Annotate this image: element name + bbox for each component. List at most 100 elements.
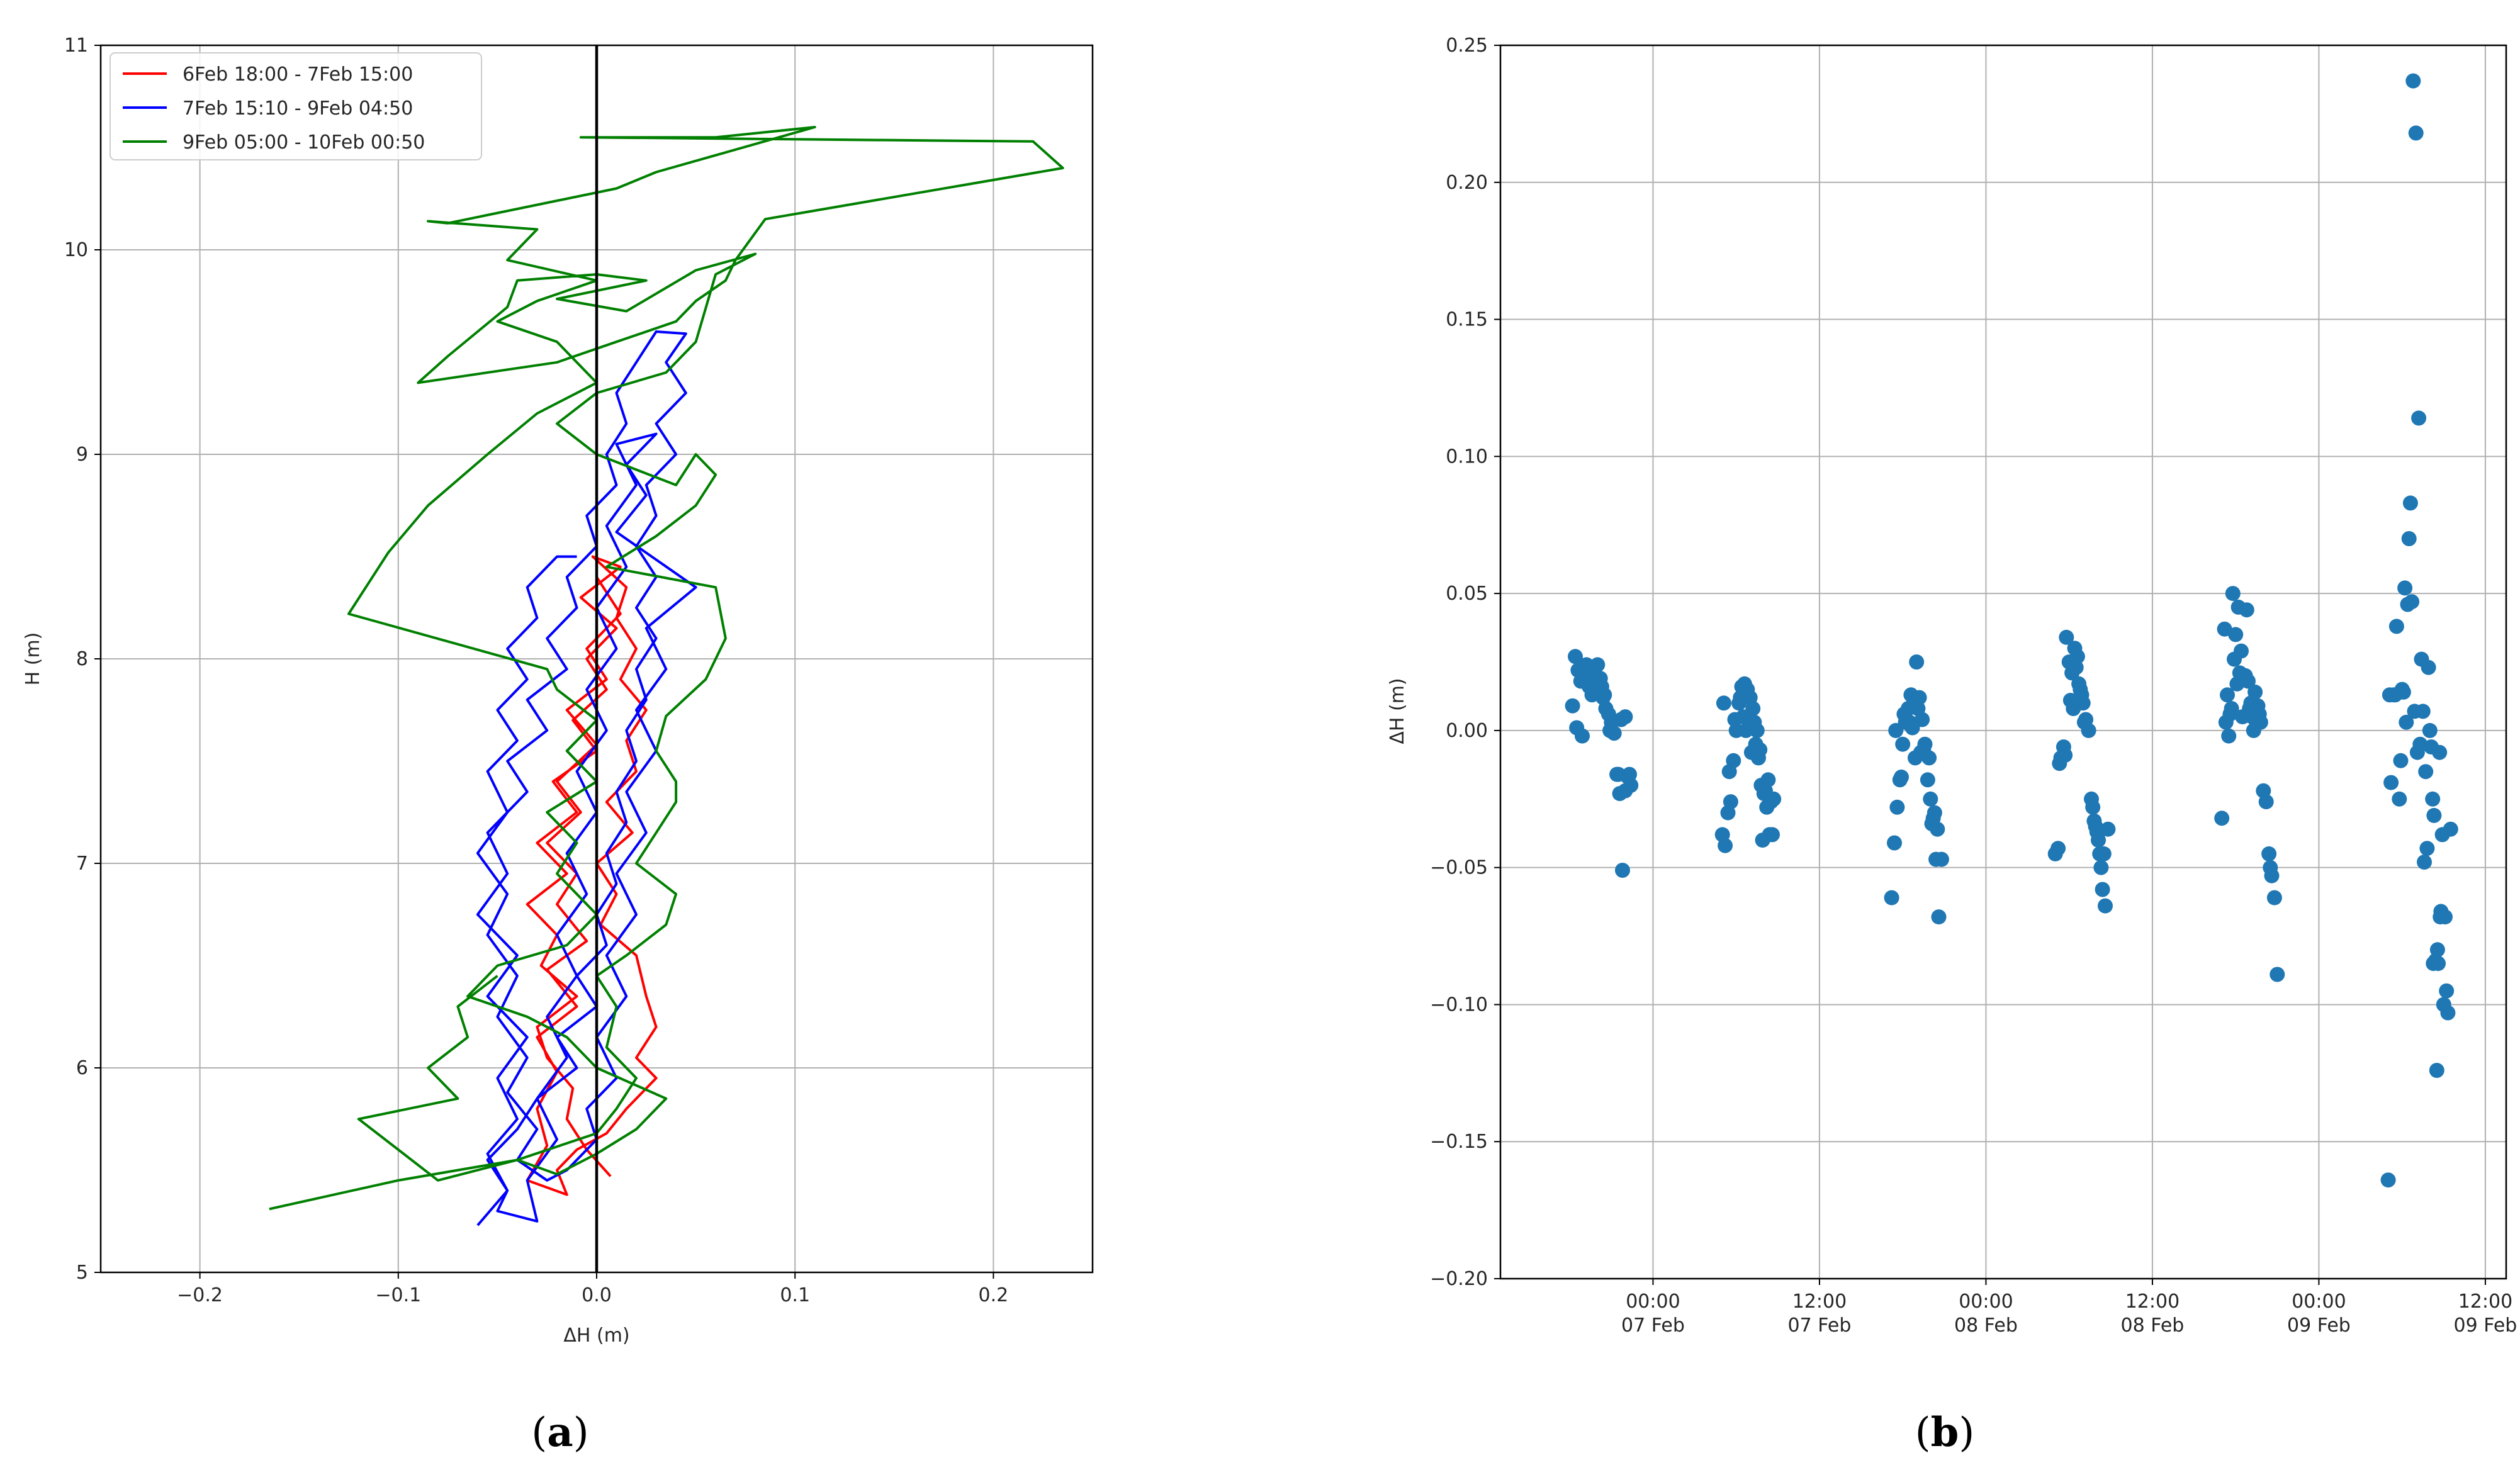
panel-a-caption-open: ( (531, 1410, 547, 1456)
legend-label-2: 7Feb 15:10 - 9Feb 04:50 (183, 98, 413, 120)
b-data-point (1909, 654, 1925, 670)
b-data-point (2258, 794, 2274, 810)
b-data-point (1568, 649, 1583, 665)
b-x-tick-label-date: 08 Feb (1954, 1315, 2018, 1337)
b-data-point (1933, 851, 1949, 867)
b-data-point (2085, 799, 2101, 815)
b-data-point (2429, 1063, 2444, 1078)
b-data-point (2214, 810, 2230, 826)
a-x-tick-label: 0.0 (582, 1284, 612, 1306)
b-data-point (1752, 742, 1768, 758)
b-data-point (2050, 841, 2066, 856)
b-data-point (1602, 722, 1618, 738)
b-data-point (2388, 619, 2404, 634)
b-data-point (1895, 736, 1911, 752)
b-data-point (1749, 722, 1765, 738)
b-data-point (1755, 833, 1770, 848)
b-data-point (2221, 728, 2237, 744)
b-data-point (1920, 772, 1935, 788)
b-data-point (2395, 684, 2411, 700)
b-data-point (1911, 690, 1927, 705)
b-data-point (1766, 791, 1782, 807)
b-data-point (1923, 791, 1938, 807)
b-data-point (2426, 807, 2442, 823)
b-data-point (2439, 983, 2455, 999)
a-y-tick-label: 11 (64, 35, 88, 57)
b-data-point (2069, 649, 2085, 665)
a-x-tick-label: 0.2 (979, 1284, 1009, 1306)
b-data-point (2057, 748, 2073, 763)
b-x-tick-label-time: 12:00 (1792, 1291, 1847, 1313)
b-data-point (2235, 709, 2251, 725)
b-x-tick-label-date: 07 Feb (1621, 1315, 1685, 1337)
panel-b-y-ticks: −0.20 −0.15 −0.10 −0.05 0.00 0.05 0.10 0.15 0.20… (1430, 35, 1500, 1290)
b-data-point (2429, 942, 2445, 958)
b-data-point (2421, 659, 2436, 675)
b-data-point (1611, 766, 1626, 782)
b-y-tick-label: 0.10 (1446, 446, 1488, 468)
b-x-tick-label-time: 00:00 (1626, 1291, 1680, 1313)
a-series-line-2 (476, 330, 697, 1226)
b-data-point (2408, 125, 2424, 141)
panel-b-points (1565, 73, 2458, 1188)
b-data-point (2224, 701, 2239, 716)
b-data-point (2091, 833, 2106, 848)
b-x-tick-label-time: 00:00 (2292, 1291, 2346, 1313)
b-data-point (1733, 690, 1748, 705)
panel-a-legend: 6Feb 18:00 - 7Feb 15:00 7Feb 15:10 - 9Fe… (110, 52, 482, 160)
b-data-point (1894, 769, 1909, 785)
b-data-point (2243, 695, 2259, 711)
b-data-point (2417, 855, 2432, 870)
b-data-point (1921, 750, 1937, 766)
b-data-point (1723, 794, 1738, 810)
b-data-point (1597, 687, 1612, 703)
b-x-tick-label-time: 12:00 (2125, 1291, 2180, 1313)
b-data-point (1888, 722, 1904, 738)
b-data-point (2432, 744, 2448, 760)
b-data-point (2088, 819, 2103, 834)
b-data-point (2270, 967, 2285, 982)
panel-a-x-axis-label: ΔH (m) (563, 1325, 629, 1347)
b-data-point (1617, 709, 1633, 725)
b-x-tick-label-date: 09 Feb (2287, 1315, 2351, 1337)
b-data-point (2241, 673, 2256, 689)
b-x-tick-label-time: 12:00 (2458, 1291, 2512, 1313)
panel-a-caption: (a) (531, 1409, 588, 1456)
b-data-point (1718, 838, 1733, 853)
b-data-point (1930, 821, 1945, 837)
b-data-point (2068, 659, 2084, 675)
b-y-tick-label: 0.00 (1446, 720, 1488, 742)
b-data-point (2382, 687, 2397, 703)
b-data-point (2411, 410, 2427, 426)
b-data-point (2218, 714, 2234, 730)
b-x-tick-label-date: 09 Feb (2454, 1315, 2517, 1337)
b-data-point (1887, 835, 1902, 851)
panel-b-caption-close: ) (1959, 1410, 1974, 1456)
b-data-point (2100, 821, 2116, 837)
b-data-point (1716, 695, 1731, 711)
a-y-tick-label: 7 (76, 853, 88, 875)
panel-b-y-axis-label: ΔH (m) (1387, 678, 1409, 744)
b-data-point (2266, 890, 2282, 906)
b-data-point (2228, 627, 2244, 642)
b-data-point (2392, 791, 2407, 807)
panel-b-caption: (b) (1915, 1409, 1975, 1456)
b-data-point (2380, 1172, 2396, 1188)
b-data-point (1927, 805, 1942, 821)
b-data-point (2393, 753, 2409, 768)
panel-a-y-ticks: 5 6 7 8 9 10 11 (64, 35, 101, 1284)
b-data-point (2096, 846, 2112, 861)
b-y-tick-label: −0.05 (1430, 857, 1488, 879)
panel-b-frame (1499, 44, 2507, 1280)
b-y-tick-label: −0.15 (1430, 1131, 1488, 1153)
b-data-point (2095, 882, 2110, 897)
b-data-point (1623, 778, 1639, 793)
b-y-tick-label: 0.20 (1446, 172, 1488, 194)
b-data-point (2399, 714, 2414, 730)
a-y-tick-label: 10 (64, 239, 88, 261)
b-data-point (2402, 495, 2418, 511)
b-data-point (2239, 602, 2254, 618)
b-data-point (1565, 698, 1580, 714)
